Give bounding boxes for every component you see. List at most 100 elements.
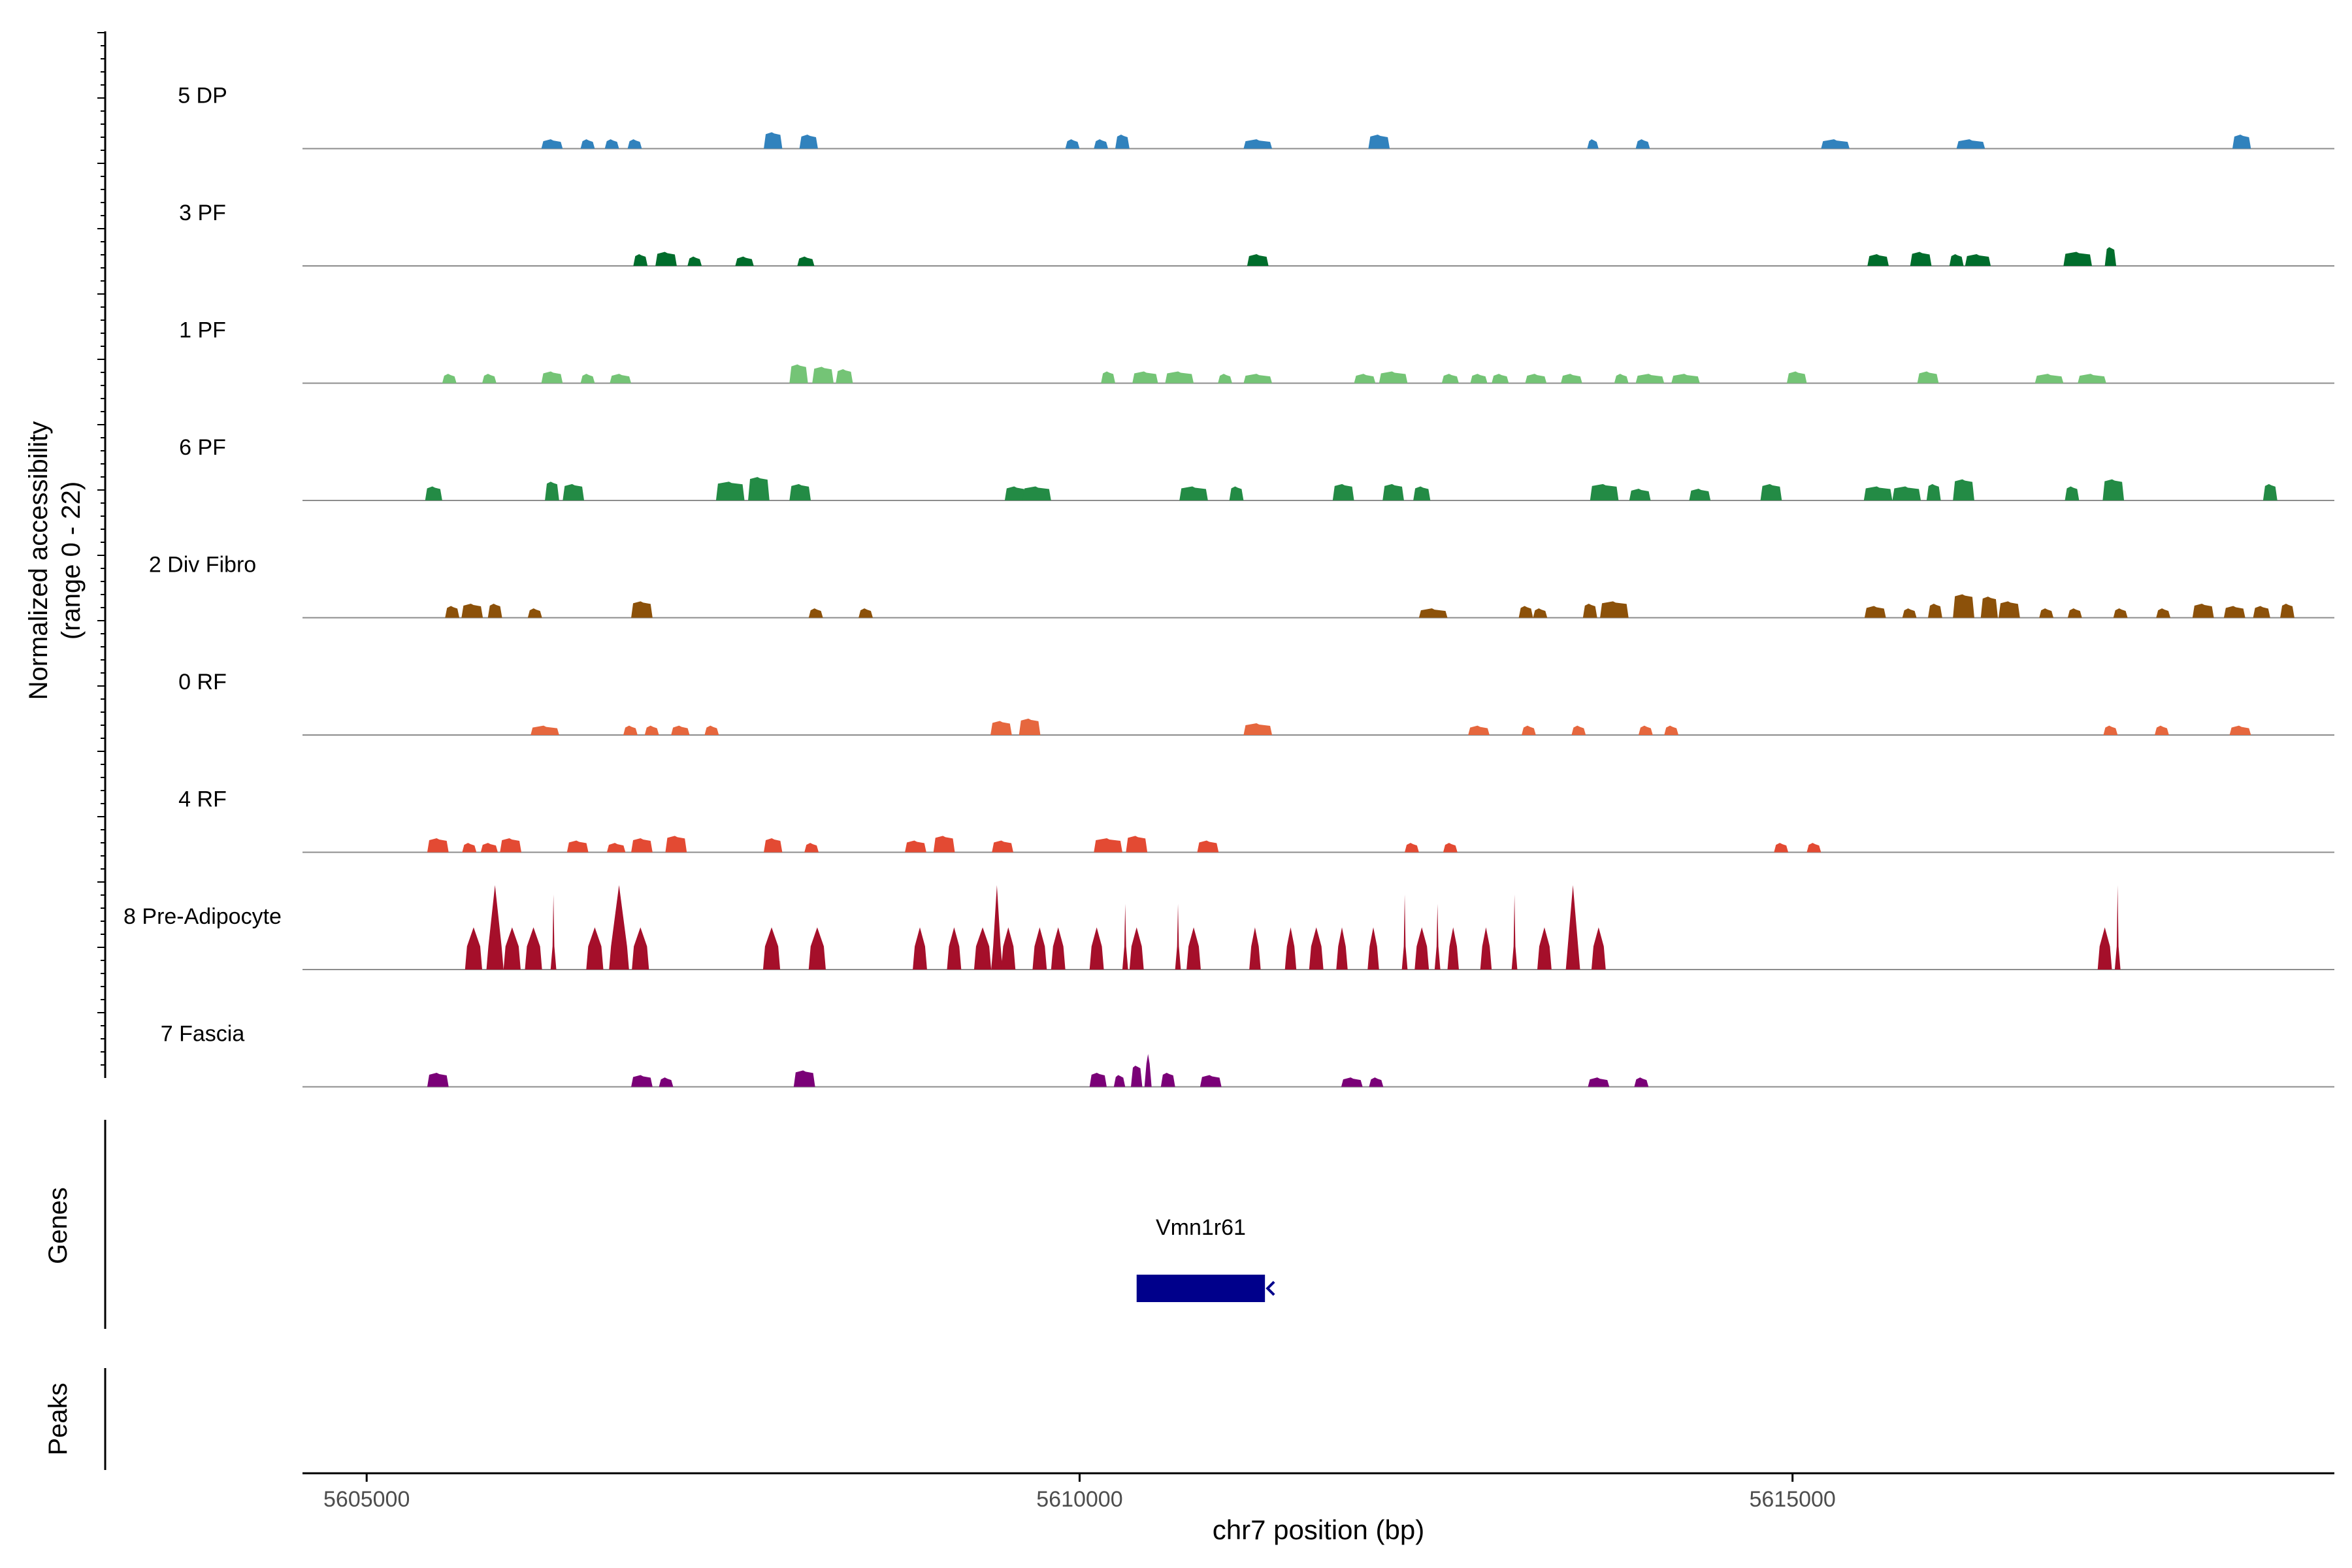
coverage-peak xyxy=(1284,927,1297,970)
coverage-peak xyxy=(1332,483,1354,500)
coverage-peak xyxy=(933,836,955,853)
coverage-peak xyxy=(1126,836,1148,853)
coverage-peak xyxy=(1635,139,1650,149)
coverage-peak xyxy=(2063,252,2092,266)
track-label: 1 PF xyxy=(179,318,226,343)
coverage-peak xyxy=(687,256,702,266)
coverage-peak xyxy=(631,601,653,618)
track-label: 8 Pre-Adipocyte xyxy=(123,904,282,929)
coverage-peak xyxy=(1243,723,1273,735)
coverage-peak xyxy=(503,927,521,970)
coverage-peak xyxy=(2223,606,2246,618)
coverage-peak xyxy=(762,927,781,970)
coverage-peak xyxy=(1629,489,1651,500)
coverage-peak xyxy=(1689,489,1711,500)
coverage-peak xyxy=(804,843,819,853)
coverage-peak xyxy=(1367,927,1379,970)
coverage-peak xyxy=(2262,483,2278,500)
coverage-peak xyxy=(789,483,811,500)
track-label: 3 PF xyxy=(179,201,226,225)
coverage-peak xyxy=(1101,371,1115,384)
coverage-peak xyxy=(1122,904,1128,970)
coverage-peak xyxy=(427,1072,449,1087)
coverage-peak xyxy=(1447,927,1459,970)
coverage-peak xyxy=(623,725,638,735)
x-tick-label: 5610000 xyxy=(1036,1487,1122,1512)
coverage-peak xyxy=(1382,483,1404,500)
coverage-peak xyxy=(1902,608,1917,618)
track-0: 5 DP xyxy=(178,84,2334,150)
coverage-peak xyxy=(1441,374,1459,384)
coverage-peak xyxy=(1336,927,1348,970)
coverage-peak xyxy=(1470,374,1488,384)
coverage-peak xyxy=(425,486,442,500)
coverage-peak xyxy=(1590,483,1619,500)
coverage-peak xyxy=(793,1070,815,1087)
y-axis-title-line2: (range 0 - 22) xyxy=(57,482,86,640)
coverage-peak xyxy=(1019,718,1041,735)
coverage-peak xyxy=(764,132,783,149)
track-6: 4 RF xyxy=(178,787,2334,853)
coverage-peak xyxy=(665,836,687,853)
track-label: 6 PF xyxy=(179,435,226,460)
coverage-peak xyxy=(799,134,818,149)
coverage-peak xyxy=(2229,725,2251,735)
coverage-peak xyxy=(566,840,589,853)
coverage-peak xyxy=(1910,252,1932,266)
coverage-peak xyxy=(1588,1077,1610,1087)
coverage-peak xyxy=(1565,885,1580,970)
coverage-peak xyxy=(1600,601,1629,618)
coverage-peak xyxy=(580,139,595,149)
coverage-peak xyxy=(1434,904,1441,970)
coverage-peak xyxy=(1418,608,1448,618)
coverage-peak xyxy=(655,252,677,266)
x-axis-ticks: 5605000 5610000 5615000 xyxy=(323,1473,1836,1512)
coverage-peak xyxy=(606,843,626,853)
strand-arrow-icon xyxy=(1266,1281,1275,1296)
coverage-peak xyxy=(990,721,1012,735)
coverage-peak xyxy=(500,838,522,853)
coverage-peak xyxy=(465,927,482,970)
coverage-peak xyxy=(631,1075,653,1087)
coverage-peak xyxy=(973,927,992,970)
coverage-peak xyxy=(1980,596,1998,618)
coverage-peak xyxy=(1926,483,1941,500)
coverage-peak xyxy=(1229,486,1244,500)
coverage-peak xyxy=(482,374,497,384)
coverage-peak xyxy=(2232,134,2251,149)
coverage-peak xyxy=(1089,927,1104,970)
coverage-peak xyxy=(445,606,460,618)
coverage-peak xyxy=(715,482,745,500)
coverage-peak xyxy=(1341,1077,1363,1087)
coverage-peak xyxy=(2114,885,2121,970)
coverage-peak xyxy=(610,374,632,384)
coverage-peak xyxy=(2280,603,2295,618)
accessibility-axis-ticks xyxy=(97,32,105,1066)
coverage-peak xyxy=(1518,606,1533,618)
coverage-peak xyxy=(644,725,659,735)
coverage-peak xyxy=(487,603,502,618)
coverage-peak xyxy=(541,139,563,149)
coverage-peak xyxy=(789,364,808,384)
coverage-peak xyxy=(1369,1077,1384,1087)
coverage-peak xyxy=(764,838,783,853)
gene-annotations: Vmn1r61 xyxy=(1136,1215,1275,1302)
coverage-peak xyxy=(527,608,542,618)
coverage-peak xyxy=(1614,374,1629,384)
coverage-peak xyxy=(1591,927,1606,970)
coverage-peak xyxy=(2067,608,2082,618)
coverage-peak xyxy=(1144,1054,1152,1087)
coverage-peak xyxy=(1197,840,1219,853)
coverage-peak xyxy=(1132,371,1158,384)
coverage-peak xyxy=(1200,1075,1222,1087)
coverage-peak xyxy=(1949,254,1964,266)
coverage-peak xyxy=(541,371,563,384)
coverage-peak xyxy=(461,603,483,618)
coverage-peak xyxy=(1247,254,1269,266)
coverage-tracks: 5 DP 3 PF 1 PF 6 PF 2 Div Fibro 0 RF 4 RF 8 Pre… xyxy=(123,84,2334,1088)
coverage-peak xyxy=(442,374,457,384)
gene-label: Vmn1r61 xyxy=(1156,1215,1246,1240)
coverage-peak xyxy=(1414,927,1429,970)
coverage-peak xyxy=(1774,843,1789,853)
coverage-peak xyxy=(2103,725,2118,735)
